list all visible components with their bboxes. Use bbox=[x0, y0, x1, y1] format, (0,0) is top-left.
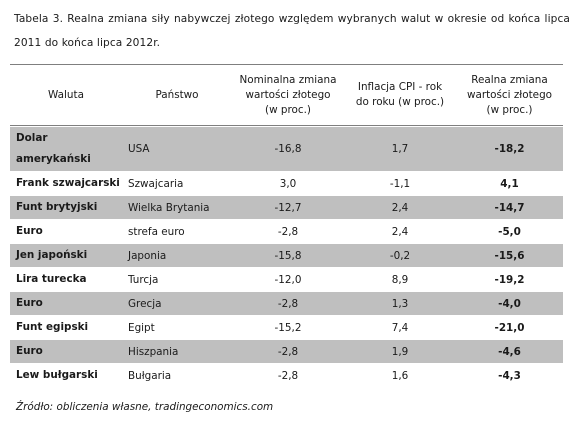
cell-nominal: 3,0 bbox=[279, 177, 297, 190]
cell-real: -21,0 bbox=[494, 321, 525, 334]
header-nominal: Nominalna zmiana wartości złotego (w pro… bbox=[239, 73, 337, 116]
cell-real: -14,7 bbox=[494, 201, 525, 214]
cell-country: Japonia bbox=[128, 249, 167, 262]
cell-currency: Dolar amerykański bbox=[16, 132, 91, 165]
cell-inflation: 1,6 bbox=[391, 369, 409, 382]
cell-country: Egipt bbox=[128, 321, 155, 334]
table-row: Euro strefa euro -2,8 2,4 -5,0 bbox=[10, 219, 563, 243]
cell-nominal: -15,8 bbox=[274, 249, 302, 262]
table-row: Dolar amerykański USA -16,8 1,7 -18,2 bbox=[10, 126, 563, 171]
header-real: Realna zmiana wartości złotego (w proc.) bbox=[466, 73, 553, 116]
cell-country: Szwajcaria bbox=[128, 177, 184, 190]
table-row: Funt egipski Egipt -15,2 7,4 -21,0 bbox=[10, 315, 563, 339]
cell-country: USA bbox=[128, 143, 150, 155]
header-country: Państwo bbox=[155, 88, 199, 101]
cell-real: -18,2 bbox=[494, 143, 525, 155]
cell-real: -4,3 bbox=[498, 369, 521, 382]
cell-real: 4,1 bbox=[500, 177, 519, 190]
cell-inflation: 2,4 bbox=[391, 225, 409, 238]
table-header: Waluta Państwo Nominalna zmiana wartości… bbox=[10, 65, 563, 125]
table-caption: Tabela 3. Realna zmiana siły nabywczej z… bbox=[14, 13, 570, 49]
cell-real: -5,0 bbox=[498, 225, 521, 238]
cell-inflation: 8,9 bbox=[391, 273, 409, 286]
table-top-rule bbox=[10, 64, 563, 65]
cell-nominal: -2,8 bbox=[277, 345, 299, 358]
cell-inflation: 1,7 bbox=[391, 143, 409, 155]
cell-currency: Jen japoński bbox=[16, 249, 88, 261]
cell-country: strefa euro bbox=[128, 225, 185, 238]
cell-inflation: -1,1 bbox=[389, 177, 411, 190]
table-body: Dolar amerykański USA -16,8 1,7 -18,2 Frank s… bbox=[10, 126, 563, 387]
cell-currency: Lew bułgarski bbox=[16, 369, 98, 381]
table-row: Euro Grecja -2,8 1,3 -4,0 bbox=[10, 291, 563, 315]
cell-nominal: -2,8 bbox=[277, 369, 299, 382]
cell-currency: Funt egipski bbox=[16, 321, 89, 333]
cell-country: Grecja bbox=[128, 297, 162, 310]
cell-real: -4,6 bbox=[498, 345, 521, 358]
table-row: Lira turecka Turcja -12,0 8,9 -19,2 bbox=[10, 267, 563, 291]
cell-nominal: -12,0 bbox=[274, 273, 302, 286]
cell-nominal: -2,8 bbox=[277, 297, 299, 310]
cell-real: -15,6 bbox=[494, 249, 525, 262]
header-inflation: Inflacja CPI - rok do roku (w proc.) bbox=[355, 81, 445, 108]
cell-currency: Frank szwajcarski bbox=[16, 177, 120, 189]
cell-country: Wielka Brytania bbox=[128, 201, 210, 214]
header-currency: Waluta bbox=[48, 88, 84, 101]
currency-table: Waluta Państwo Nominalna zmiana wartości… bbox=[10, 64, 563, 387]
cell-country: Turcja bbox=[128, 273, 159, 286]
cell-inflation: 1,9 bbox=[391, 345, 409, 358]
cell-currency: Euro bbox=[16, 345, 43, 357]
cell-country: Hiszpania bbox=[128, 345, 179, 358]
source-note: Źródło: obliczenia własne, tradingeconom… bbox=[16, 401, 274, 413]
cell-inflation: 1,3 bbox=[391, 297, 409, 310]
table-row: Lew bułgarski Bułgaria -2,8 1,6 -4,3 bbox=[10, 363, 563, 387]
table-row: Euro Hiszpania -2,8 1,9 -4,6 bbox=[10, 339, 563, 363]
cell-nominal: -2,8 bbox=[277, 225, 299, 238]
cell-nominal: -16,8 bbox=[274, 143, 302, 155]
cell-currency: Euro bbox=[16, 297, 43, 309]
cell-country: Bułgaria bbox=[128, 369, 172, 382]
cell-inflation: 2,4 bbox=[391, 201, 409, 214]
table-row: Funt brytyjski Wielka Brytania -12,7 2,4 -14… bbox=[10, 195, 563, 219]
cell-inflation: -0,2 bbox=[389, 249, 411, 262]
cell-currency: Euro bbox=[16, 225, 43, 237]
table-header-rule bbox=[10, 125, 563, 126]
cell-real: -19,2 bbox=[494, 273, 525, 286]
table-row: Jen japoński Japonia -15,8 -0,2 -15,6 bbox=[10, 243, 563, 267]
cell-real: -4,0 bbox=[498, 297, 521, 310]
cell-nominal: -12,7 bbox=[274, 201, 302, 214]
cell-currency: Funt brytyjski bbox=[16, 201, 98, 213]
cell-currency: Lira turecka bbox=[16, 273, 87, 285]
cell-inflation: 7,4 bbox=[391, 321, 409, 334]
cell-nominal: -15,2 bbox=[274, 321, 302, 334]
table-row: Frank szwajcarski Szwajcaria 3,0 -1,1 4,1 bbox=[10, 171, 563, 195]
